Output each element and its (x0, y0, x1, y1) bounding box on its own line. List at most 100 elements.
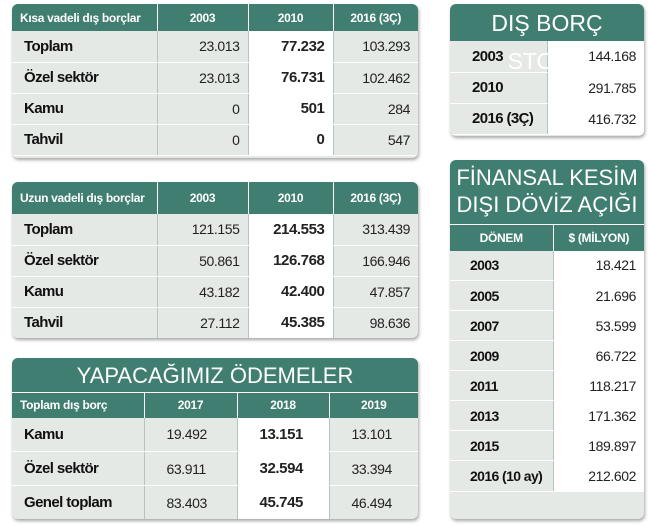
table-row: Toplam 121.155 214.553 313.439 (12, 214, 418, 246)
table-header-row: Kısa vadeli dış borçlar 2003 2010 2016 (… (12, 4, 418, 31)
cell-value: 42.400 (248, 276, 334, 308)
column-header: Uzun vadeli dış borçlar (12, 182, 158, 214)
cell-value: 0 (157, 93, 249, 125)
cell-value: 77.232 (248, 31, 334, 63)
table-row: 2011 118.217 (450, 370, 644, 401)
row-label: 2016 (10 ay) (450, 460, 554, 492)
cell-value: 313.439 (333, 214, 418, 246)
cell-value: 53.599 (553, 310, 644, 341)
row-label: 2009 (450, 340, 554, 371)
table-row: Kamu 0 501 284 (12, 93, 418, 125)
table-row: 2003 18.421 (450, 250, 644, 281)
table-row: Özel sektör 50.861 126.768 166.946 (12, 245, 418, 277)
cell-value: 126.768 (248, 245, 334, 277)
debt-stock-panel: DIŞ BORÇ STOKU 2003 144.168 2010 291.785… (450, 4, 644, 136)
table-row: Kamu 43.182 42.400 47.857 (12, 276, 418, 308)
cell-value: 0 (248, 124, 334, 156)
row-label: 2010 (450, 72, 548, 104)
row-label: 2015 (450, 430, 554, 461)
column-header: 2010 (248, 4, 334, 31)
column-header: 2017 (144, 392, 238, 418)
row-label: Özel sektör (12, 451, 145, 486)
cell-value: 547 (333, 124, 418, 156)
column-header: 2016 (3Ç) (333, 182, 418, 214)
row-label: Kamu (12, 93, 158, 125)
cell-value: 291.785 (547, 72, 644, 104)
table-row: 2013 171.362 (450, 400, 644, 431)
table-row: 2007 53.599 (450, 310, 644, 341)
cell-value: 66.722 (553, 340, 644, 371)
cell-value: 144.168 (547, 41, 644, 73)
column-header: DÖNEM (450, 224, 554, 251)
table-row: Özel sektör 63.911 32.594 33.394 (12, 451, 418, 486)
row-label: Genel toplam (12, 485, 145, 519)
cell-value: 46.494 (329, 485, 418, 519)
cell-value: 103.293 (333, 31, 418, 63)
cell-value: 83.403 (144, 485, 238, 519)
row-label: Özel sektör (12, 245, 158, 277)
table-row: Toplam 23.013 77.232 103.293 (12, 31, 418, 63)
cell-value: 166.946 (333, 245, 418, 277)
cell-value: 416.732 (547, 103, 644, 135)
cell-value: 23.013 (157, 62, 249, 94)
cell-value: 21.696 (553, 280, 644, 311)
column-header: 2016 (3Ç) (333, 4, 418, 31)
panel-title: YAPACAĞIMIZ ÖDEMELER (12, 358, 418, 392)
fx-gap-panel: FİNANSAL KESİM DIŞI DÖVİZ AÇIĞI DÖNEM $ … (450, 160, 644, 519)
column-header: Kısa vadeli dış borçlar (12, 4, 158, 31)
cell-value: 214.553 (248, 214, 334, 246)
cell-value: 19.492 (144, 417, 238, 452)
long-term-debt-table: Uzun vadeli dış borçlar 2003 2010 2016 (… (12, 182, 418, 338)
cell-value: 27.112 (157, 307, 249, 338)
cell-value: 76.731 (248, 62, 334, 94)
panel-title: DIŞ BORÇ STOKU (450, 4, 644, 74)
table-row: Tahvil 0 0 547 (12, 124, 418, 156)
fx-gap-table: DÖNEM $ (MİLYON) 2003 18.421 2005 21.696… (450, 224, 644, 492)
payments-table: Toplam dış borç 2017 2018 2019 Kamu 19.4… (12, 392, 418, 519)
table-row: 2005 21.696 (450, 280, 644, 311)
table-row: 2016 (3Ç) 416.732 (450, 103, 644, 135)
row-label: 2003 (450, 250, 554, 281)
table-header-row: DÖNEM $ (MİLYON) (450, 224, 644, 251)
row-label: 2011 (450, 370, 554, 401)
cell-value: 47.857 (333, 276, 418, 308)
cell-value: 284 (333, 93, 418, 125)
cell-value: 32.594 (237, 451, 330, 486)
row-label: 2005 (450, 280, 554, 311)
cell-value: 45.385 (248, 307, 334, 338)
row-label: Tahvil (12, 307, 158, 338)
cell-value: 0 (157, 124, 249, 156)
cell-value: 98.636 (333, 307, 418, 338)
column-header: 2010 (248, 182, 334, 214)
table-row: 2003 144.168 (450, 41, 644, 73)
panel-title: FİNANSAL KESİM DIŞI DÖVİZ AÇIĞI (450, 160, 644, 224)
table-row: 2010 291.785 (450, 72, 644, 104)
panel-title-line: FİNANSAL KESİM (456, 165, 638, 190)
cell-value: 33.394 (329, 451, 418, 486)
row-label: Kamu (12, 417, 145, 452)
column-header: Toplam dış borç (12, 392, 145, 418)
cell-value: 13.151 (237, 417, 330, 452)
row-label: 2013 (450, 400, 554, 431)
row-label: Toplam (12, 214, 158, 246)
panel-title-line: DIŞI DÖVİZ AÇIĞI (456, 192, 638, 217)
short-term-debt-table: Kısa vadeli dış borçlar 2003 2010 2016 (… (12, 4, 418, 156)
row-label: Kamu (12, 276, 158, 308)
row-label: Özel sektör (12, 62, 158, 94)
row-label: Tahvil (12, 124, 158, 156)
row-label: 2007 (450, 310, 554, 341)
cell-value: 50.861 (157, 245, 249, 277)
row-label: 2003 (450, 41, 548, 73)
table-header-row: Uzun vadeli dış borçlar 2003 2010 2016 (… (12, 182, 418, 214)
table-row: Özel sektör 23.013 76.731 102.462 (12, 62, 418, 94)
debt-stock-table: 2003 144.168 2010 291.785 2016 (3Ç) 416.… (450, 41, 644, 135)
row-label: Toplam (12, 31, 158, 63)
column-header: $ (MİLYON) (553, 224, 644, 251)
table-row: Genel toplam 83.403 45.745 46.494 (12, 485, 418, 519)
cell-value: 171.362 (553, 400, 644, 431)
cell-value: 63.911 (144, 451, 238, 486)
long-term-debt-panel: Uzun vadeli dış borçlar 2003 2010 2016 (… (12, 182, 418, 338)
cell-value: 13.101 (329, 417, 418, 452)
payments-panel: YAPACAĞIMIZ ÖDEMELER Toplam dış borç 201… (12, 358, 418, 519)
cell-value: 121.155 (157, 214, 249, 246)
